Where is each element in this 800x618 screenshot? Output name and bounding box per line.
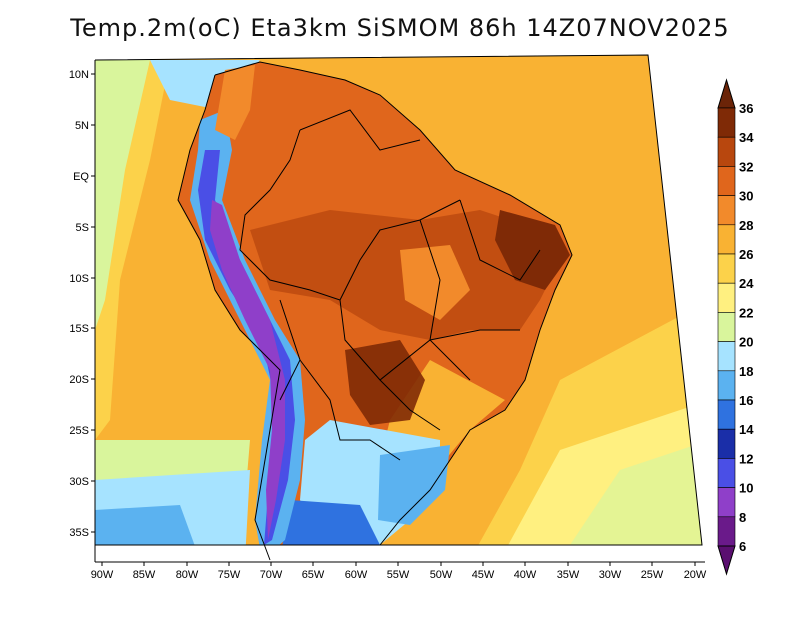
- colorbar-swatch: [717, 107, 736, 138]
- colorbar-label: 10: [739, 481, 753, 496]
- ocean-southwest-cold: [95, 505, 200, 545]
- lon-label: 35W: [557, 569, 580, 581]
- brazil-west-border: [239, 129, 441, 431]
- colorbar-swatch: [717, 458, 736, 488]
- lat-label: EQ: [73, 171, 89, 183]
- internal-border-2: [419, 219, 471, 381]
- colorbar-bottom-cap: [717, 545, 736, 576]
- internal-border-4: [379, 329, 520, 381]
- lat-label: 35S: [69, 527, 89, 539]
- lat-ticks: [91, 73, 95, 533]
- land-pampas-cold: [378, 445, 450, 525]
- internal-border-7: [299, 109, 421, 151]
- ocean-west-cool-band: [95, 60, 150, 330]
- lon-label: 75W: [218, 569, 241, 581]
- lon-label: 50W: [430, 569, 453, 581]
- colorbar-label: 20: [739, 335, 753, 350]
- land-chaco-extreme: [345, 340, 425, 425]
- andes-peak: [210, 200, 285, 540]
- colorbar-label: 30: [739, 189, 753, 204]
- colorbar-label: 8: [739, 510, 746, 525]
- lon-label: 25W: [641, 569, 664, 581]
- internal-border-6: [279, 299, 301, 401]
- colorbar-label: 34: [739, 130, 754, 145]
- colorbar-swatch: [717, 341, 736, 372]
- colorbar-label: 22: [739, 305, 753, 320]
- lon-label: 85W: [133, 569, 156, 581]
- colorbar-swatch: [717, 370, 736, 401]
- colorbar-swatch: [717, 282, 736, 313]
- internal-border-1: [339, 199, 461, 301]
- lon-label: 40W: [514, 569, 537, 581]
- colorbar-label: 16: [739, 393, 753, 408]
- coastline: [177, 61, 573, 561]
- colorbar-label: 24: [739, 276, 754, 291]
- borders: [177, 61, 573, 561]
- colorbar-label: 26: [739, 247, 753, 262]
- colorbar-swatch: [717, 195, 736, 226]
- colorbar-swatch: [717, 399, 736, 430]
- lat-label: 10S: [69, 273, 89, 285]
- colorbar-label: 18: [739, 364, 753, 379]
- lat-label: 25S: [69, 425, 89, 437]
- colorbar-swatch: [717, 136, 736, 167]
- colorbar-swatch: [717, 428, 736, 459]
- lat-label: 5N: [75, 120, 89, 132]
- lat-label: 5S: [76, 222, 89, 234]
- latitude-axis: 10N 5N EQ 5S 10S 15S 20S 25S 30S 35S: [69, 69, 95, 539]
- lon-label: 60W: [345, 569, 368, 581]
- colorbar-label: 28: [739, 218, 753, 233]
- lon-label: 80W: [176, 569, 199, 581]
- map-title: Temp.2m(oC) Eta3km SiSMOM 86h 14Z07NOV20…: [70, 14, 730, 42]
- internal-border-3: [459, 199, 541, 281]
- colorbar-label: 32: [739, 159, 753, 174]
- lon-label: 45W: [472, 569, 495, 581]
- colorbar-top-cap: [717, 78, 736, 109]
- colorbar-label: 36: [739, 101, 753, 116]
- longitude-axis: 90W 85W 80W 75W 70W 65W 60W 55W 50W 45W …: [91, 562, 707, 581]
- lon-label: 55W: [387, 569, 410, 581]
- ocean-southeast-cold: [560, 440, 702, 545]
- andes-north-warm: [215, 65, 255, 140]
- colorbar: 36 34 32 30 28 26 24 22 20 18 16 14 12 10 8 6: [717, 78, 754, 576]
- lat-label: 10N: [69, 69, 89, 81]
- land-central-warm-patches: [400, 245, 470, 320]
- temperature-field: [95, 55, 702, 545]
- land-patagonia-cold: [280, 500, 380, 545]
- lat-label: 30S: [69, 476, 89, 488]
- lon-label: 65W: [302, 569, 325, 581]
- internal-border-5: [299, 359, 401, 461]
- colorbar-label: 6: [739, 539, 746, 554]
- lon-label: 30W: [599, 569, 622, 581]
- colorbar-swatch: [717, 166, 736, 196]
- lon-label: 70W: [260, 569, 283, 581]
- colorbar-swatch: [717, 312, 736, 342]
- lat-label: 20S: [69, 374, 89, 386]
- colorbar-label: 12: [739, 451, 753, 466]
- lat-label: 15S: [69, 323, 89, 335]
- plot-frame: [94, 54, 703, 546]
- colorbar-swatch: [717, 487, 736, 518]
- colorbar-swatch: [717, 253, 736, 284]
- land-northeast-extreme: [495, 210, 570, 290]
- lon-label: 90W: [91, 569, 114, 581]
- lon-ticks: [101, 562, 696, 566]
- lon-label: 20W: [684, 569, 707, 581]
- colorbar-swatch: [717, 224, 736, 255]
- colorbar-swatch: [717, 516, 736, 547]
- colorbar-label: 14: [739, 422, 754, 437]
